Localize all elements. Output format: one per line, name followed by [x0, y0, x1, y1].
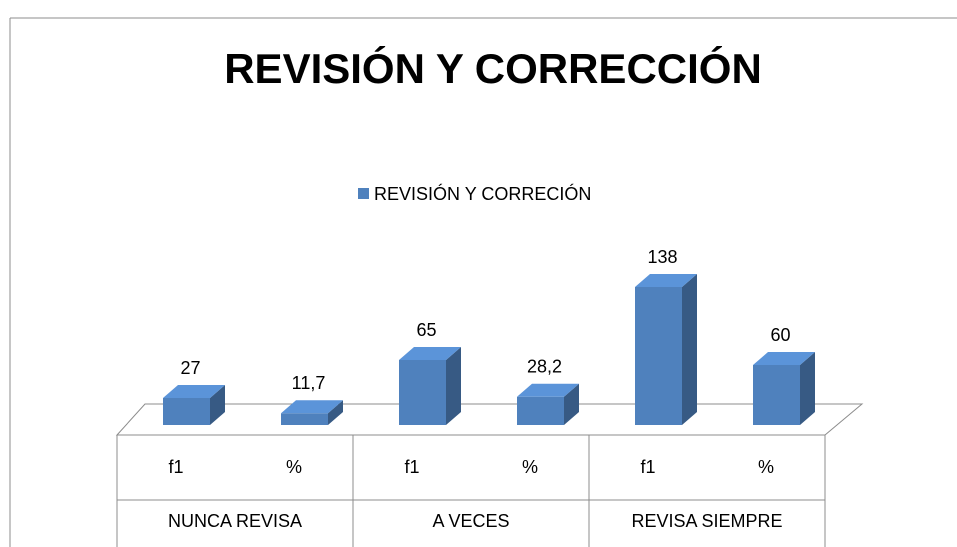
bar-top: [281, 400, 343, 414]
bar-front: [281, 413, 328, 425]
bar-side: [446, 347, 461, 425]
bar: [517, 383, 579, 425]
x-tick-label: f1: [404, 457, 419, 477]
data-label: 11,7: [292, 373, 326, 393]
bar-top: [635, 274, 697, 287]
bar-side: [800, 352, 815, 425]
group-label: NUNCA REVISA: [168, 511, 302, 531]
x-tick-label: f1: [168, 457, 183, 477]
data-label: 60: [770, 325, 790, 345]
bar-front: [753, 365, 800, 425]
bar-top: [753, 352, 815, 365]
x-tick-label: %: [522, 457, 538, 477]
data-label: 28,2: [527, 357, 562, 377]
bar-front: [517, 396, 564, 425]
bar: [753, 352, 815, 425]
legend-swatch: [358, 188, 369, 199]
data-label: 65: [416, 320, 436, 340]
x-tick-label: %: [286, 457, 302, 477]
bar: [399, 347, 461, 425]
bar-side: [564, 383, 579, 425]
bar: [163, 385, 225, 425]
bar-front: [163, 398, 210, 425]
floor: [115, 403, 864, 436]
data-label: 27: [180, 358, 200, 378]
bar-side: [210, 385, 225, 425]
bar-top: [163, 385, 225, 398]
bar-front: [635, 287, 682, 425]
chart-title: REVISIÓN Y CORRECCIÓN: [224, 44, 762, 92]
bar: [635, 274, 697, 425]
bar-top: [399, 347, 461, 360]
bar-side: [328, 400, 343, 425]
legend-label: REVISIÓN Y CORRECIÓN: [374, 183, 591, 204]
bar-front: [399, 360, 446, 425]
data-label: 138: [647, 247, 677, 267]
bar-side: [682, 274, 697, 425]
x-tick-label: f1: [640, 457, 655, 477]
bar: [281, 400, 343, 425]
bar-top: [517, 383, 579, 397]
x-tick-label: %: [758, 457, 774, 477]
group-label: REVISA SIEMPRE: [631, 511, 782, 531]
group-label: A VECES: [432, 511, 509, 531]
